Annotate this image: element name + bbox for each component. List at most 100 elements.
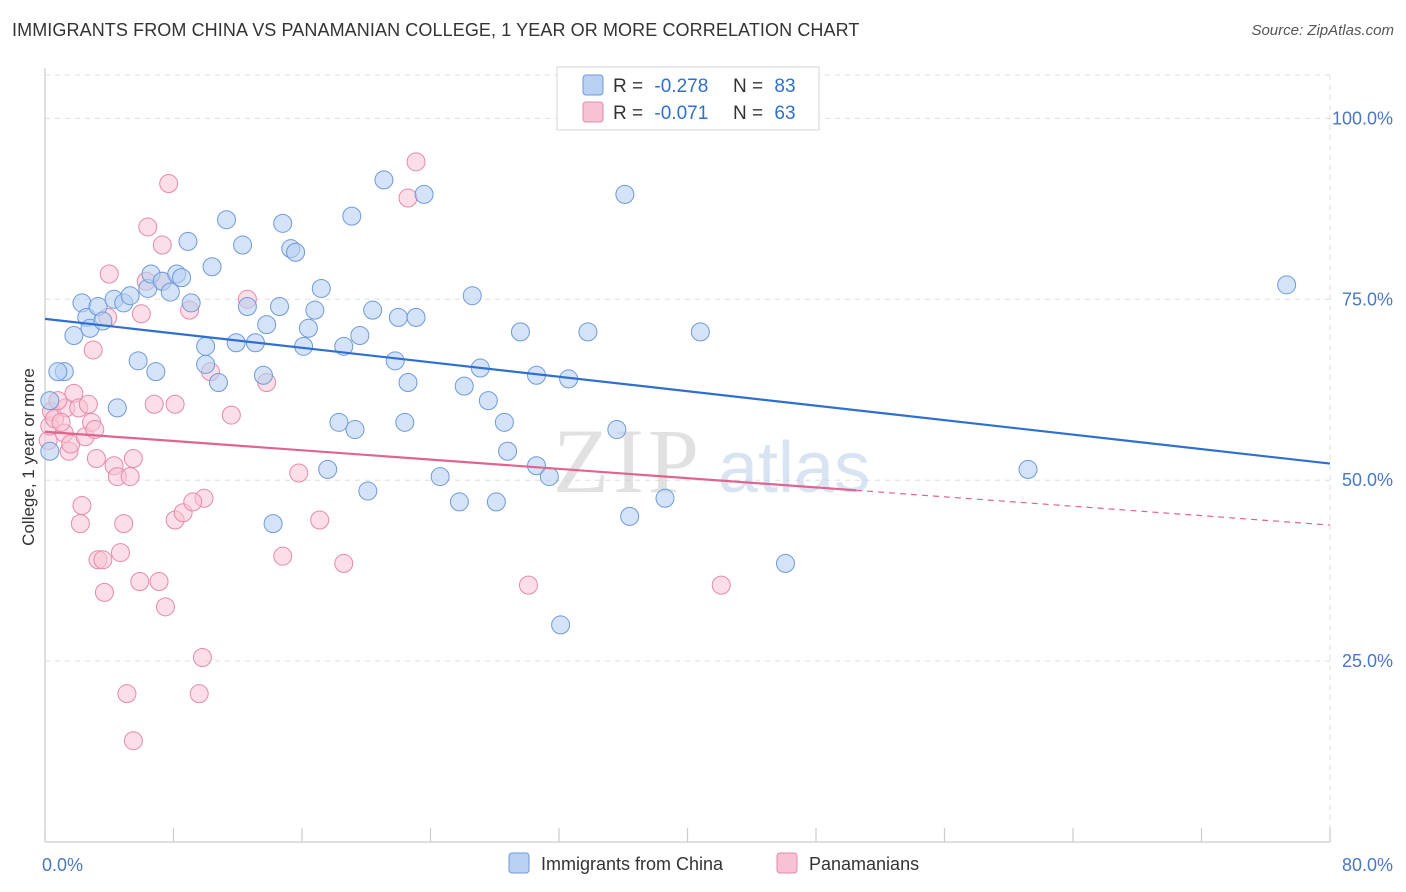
data-point-panamanians: [155, 597, 175, 617]
data-point-panamanians: [398, 188, 418, 208]
legend-r-label: R =: [613, 103, 643, 124]
data-point-china: [478, 391, 498, 411]
data-point-panamanians: [221, 405, 241, 425]
data-point-china: [334, 336, 354, 356]
data-point-china: [233, 235, 253, 255]
data-point-china: [64, 325, 84, 345]
data-point-china: [237, 297, 257, 317]
y-axis-label: College, 1 year or more: [19, 368, 38, 546]
data-point-panamanians: [334, 553, 354, 573]
data-point-china: [486, 492, 506, 512]
data-point-panamanians: [83, 340, 103, 360]
data-point-panamanians: [289, 463, 309, 483]
data-point-panamanians: [711, 575, 731, 595]
trend-line-panamanians-extension: [856, 489, 1331, 526]
data-point-china: [146, 362, 166, 382]
data-point-panamanians: [93, 550, 113, 570]
legend-n-value-panamanians: 63: [774, 103, 795, 124]
legend-r-value-china: -0.278: [654, 76, 708, 97]
data-point-panamanians: [94, 582, 114, 602]
data-point-china: [40, 441, 60, 461]
data-point-china: [462, 286, 482, 306]
data-point-china: [318, 459, 338, 479]
data-point-china: [615, 184, 635, 204]
svg-text:N = 83: N = 83: [733, 76, 796, 97]
data-point-china: [414, 184, 434, 204]
data-point-china: [374, 170, 394, 190]
data-point-china: [551, 615, 571, 635]
data-point-china: [120, 286, 140, 306]
data-point-panamanians: [123, 731, 143, 751]
data-point-china: [350, 325, 370, 345]
data-point-panamanians: [165, 394, 185, 414]
data-point-china: [226, 333, 246, 353]
data-point-panamanians: [130, 572, 150, 592]
watermark-atlas: atlas: [718, 428, 870, 508]
data-point-china: [494, 412, 514, 432]
data-point-panamanians: [51, 412, 71, 432]
legend-swatch-immigrants-from-china: [582, 74, 604, 96]
data-point-panamanians: [189, 684, 209, 704]
data-point-china: [329, 412, 349, 432]
grid-lines: [45, 74, 1331, 842]
data-point-china: [363, 300, 383, 320]
data-point-china: [257, 315, 277, 335]
trend-line-panamanians: [44, 430, 857, 492]
x-tick-label-end: 80.0%: [1342, 855, 1393, 875]
data-point-china: [196, 354, 216, 374]
data-point-panamanians: [192, 647, 212, 667]
watermark: ZIP atlas: [553, 410, 870, 512]
data-point-panamanians: [159, 174, 179, 194]
data-point-panamanians: [72, 496, 92, 516]
data-point-china: [196, 336, 216, 356]
data-point-china: [217, 210, 237, 230]
data-point-china: [406, 307, 426, 327]
legend: R = -0.278 N = 83 R = -0.071 N = 63: [556, 66, 820, 131]
data-point-china: [1277, 275, 1297, 295]
bottom-legend: Immigrants from China Panamanians: [508, 852, 919, 874]
data-point-panamanians: [70, 514, 90, 534]
data-point-china: [398, 373, 418, 393]
data-point-china: [539, 467, 559, 487]
x-tick-label-start: 0.0%: [42, 855, 83, 875]
data-point-panamanians: [123, 449, 143, 468]
data-point-china: [208, 373, 228, 393]
legend-n-value-china: 83: [774, 76, 795, 97]
data-point-panamanians: [78, 394, 98, 414]
bottom-legend-swatch-china: [508, 852, 530, 874]
legend-n-label: N =: [733, 103, 763, 124]
data-point-china: [270, 297, 290, 317]
data-point-panamanians: [406, 152, 426, 172]
data-point-panamanians: [114, 514, 134, 534]
data-point-china: [449, 492, 469, 512]
data-point-china: [202, 257, 222, 277]
data-point-panamanians: [310, 510, 330, 530]
data-point-panamanians: [110, 543, 130, 563]
data-point-china: [607, 420, 627, 440]
data-point-china: [298, 318, 318, 338]
data-point-china: [1018, 459, 1038, 479]
data-point-panamanians: [86, 449, 106, 468]
data-point-panamanians: [144, 394, 164, 414]
data-point-china: [263, 514, 283, 534]
data-point-china: [620, 506, 640, 526]
data-point-panamanians: [183, 492, 203, 512]
data-point-china: [498, 441, 518, 461]
data-point-china: [388, 307, 408, 327]
data-point-china: [93, 311, 113, 331]
data-point-china: [510, 322, 530, 342]
data-point-china: [578, 322, 598, 342]
data-point-china: [273, 213, 293, 233]
data-point-china: [305, 300, 325, 320]
data-point-china: [172, 268, 192, 288]
data-point-china: [385, 351, 405, 371]
data-point-china: [342, 206, 362, 226]
data-point-panamanians: [117, 684, 137, 704]
y-tick-label: 25.0%: [1342, 651, 1393, 671]
data-point-china: [454, 376, 474, 396]
data-point-china: [253, 365, 273, 385]
series-immigrants-from-china: [40, 170, 1297, 635]
trend-lines: [44, 317, 1331, 526]
data-point-china: [358, 481, 378, 501]
